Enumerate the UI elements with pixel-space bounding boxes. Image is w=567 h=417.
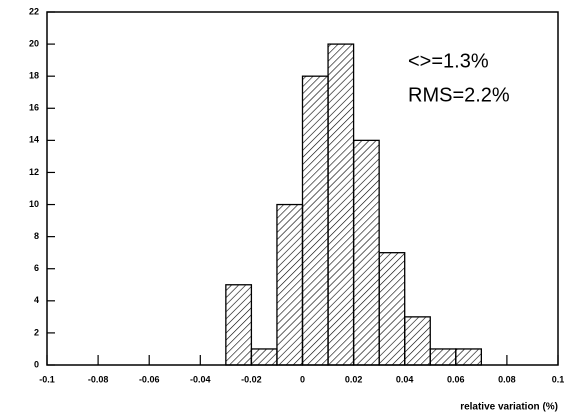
bar: [455, 348, 482, 366]
y-tick-label: 6: [34, 263, 39, 273]
x-tick-label: -0.08: [88, 374, 109, 384]
x-tick-label: -0.04: [190, 374, 211, 384]
y-tick-label: 16: [29, 103, 39, 113]
x-tick-label: 0.1: [552, 374, 565, 384]
y-tick-label: 10: [29, 199, 39, 209]
y-tick-label: 0: [34, 359, 39, 369]
x-tick-label: 0: [300, 374, 305, 384]
bar: [327, 43, 355, 366]
y-tick-label: 22: [29, 6, 39, 16]
x-tick-label: -0.06: [139, 374, 160, 384]
y-tick-label: 4: [34, 295, 39, 305]
x-tick-label: -0.02: [241, 374, 262, 384]
x-tick-label: -0.1: [39, 374, 55, 384]
bar: [301, 75, 329, 366]
y-tick-label: 18: [29, 71, 39, 81]
x-axis-label: relative variation (%): [460, 402, 558, 413]
annotation-rms: RMS=2.2%: [408, 84, 510, 106]
bar: [352, 139, 380, 366]
annotation-mean: <>=1.3%: [408, 50, 489, 72]
x-tick-label: 0.08: [498, 374, 516, 384]
bar: [276, 203, 304, 366]
bar: [250, 348, 278, 366]
y-tick-label: 12: [29, 167, 39, 177]
x-tick-label: 0.04: [396, 374, 414, 384]
x-tick-label: 0.02: [345, 374, 363, 384]
bar: [378, 252, 406, 366]
bar: [404, 316, 431, 366]
y-tick-label: 20: [29, 38, 39, 48]
bar: [225, 284, 253, 366]
y-tick-label: 2: [34, 327, 39, 337]
bar: [429, 348, 457, 366]
x-tick-label: 0.06: [447, 374, 465, 384]
y-tick-label: 14: [29, 135, 39, 145]
y-tick-label: 8: [34, 231, 39, 241]
